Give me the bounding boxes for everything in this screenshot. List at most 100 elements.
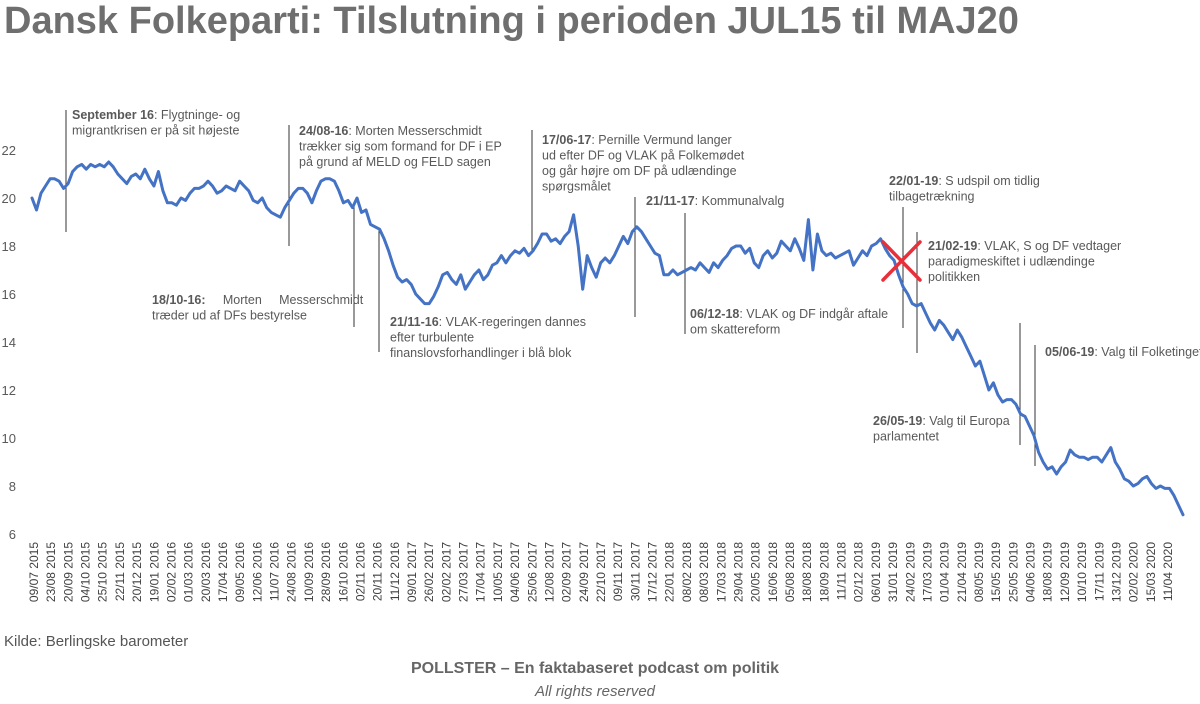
annotation: 24/08-16: Morten Messerschmidt trækker si…	[299, 124, 502, 169]
x-tick-label: 30/11 2017	[628, 542, 642, 601]
x-tick-label: 17/04 2017	[474, 542, 488, 602]
annotation: 05/06-19: Valg til Folketinget	[1045, 345, 1200, 359]
footer-rights: All rights reserved	[534, 683, 656, 700]
annotation-date: September 16	[72, 108, 154, 122]
annotation: September 16: Flygtninge- og migrantkrise…	[72, 108, 240, 138]
x-tick-label: 11/07 2016	[268, 542, 282, 601]
footer-podcast: POLLSTER – En faktabaseret podcast om po…	[410, 660, 780, 677]
x-tick-label: 26/02 2017	[422, 542, 436, 602]
y-tick-label: 20	[2, 191, 16, 206]
x-axis: 09/07 2015 23/08 2015 20/09 2015 04/10 2015…	[27, 542, 1175, 602]
annotation-text: : VLAK-regeringen dannes	[439, 315, 586, 329]
annotation-text: : VLAK, S og DF vedtager	[977, 239, 1121, 253]
x-tick-label: 13/12 2019	[1109, 542, 1123, 602]
x-tick-label: 08/03 2018	[697, 542, 711, 602]
chart-title: Dansk Folkeparti: Tilslutning i perioden…	[4, 0, 1019, 42]
x-tick-label: 02/09 2017	[560, 542, 574, 602]
x-tick-label: 02/11 2016	[353, 542, 367, 601]
x-tick-label: 28/09 2016	[319, 542, 333, 602]
annotation-date: 21/02-19	[928, 239, 977, 253]
x-tick-label: 22/11 2015	[113, 542, 127, 601]
annotation: 26/05-19: Valg til Europa parlamentet	[873, 414, 1010, 444]
x-tick-label: 04/06 2017	[508, 542, 522, 602]
x-tick-label: 21/04 2019	[955, 542, 969, 602]
x-tick-label: 16/06 2018	[766, 542, 780, 602]
x-tick-label: 18/08 2018	[800, 542, 814, 602]
annotation-text: parlamentet	[873, 430, 940, 444]
annotation: 06/12-18: VLAK og DF indgår aftale om ska…	[690, 307, 888, 337]
annotation: 17/06-17: Pernille Vermund langer ud efte…	[542, 133, 745, 194]
x-tick-label: 15/05 2019	[989, 542, 1003, 602]
cross-stroke	[881, 240, 922, 282]
x-tick-label: 20/11 2016	[371, 542, 385, 601]
x-tick-label: 12/08 2017	[542, 542, 556, 602]
annotation-text: efter turbulente	[390, 331, 474, 345]
annotation: 21/02-19: VLAK, S og DF vedtager paradigm…	[928, 239, 1121, 284]
y-axis: 6 8 10 12 14 16 18 20 22	[2, 143, 16, 542]
y-tick-label: 14	[2, 335, 16, 350]
x-tick-label: 02/12 2018	[852, 542, 866, 602]
y-tick-label: 16	[2, 287, 16, 302]
annotation-date: 24/08-16	[299, 124, 348, 138]
annotation-date: 22/01-19	[889, 174, 938, 188]
event-markers	[65, 110, 1036, 466]
x-tick-label: 29/04 2018	[731, 542, 745, 602]
x-tick-label: 31/01 2019	[886, 542, 900, 602]
x-tick-label: 18/09 2018	[817, 542, 831, 602]
y-tick-label: 8	[9, 479, 16, 494]
annotation-text: trækker sig som formand for DF i EP	[299, 140, 502, 154]
cross-mark	[881, 240, 922, 282]
x-tick-label: 11/04 2020	[1161, 542, 1175, 601]
annotation-text: : VLAK og DF indgår aftale	[739, 307, 888, 321]
x-tick-label: 09/11 2017	[611, 542, 625, 601]
annotation-date: 21/11-17	[646, 194, 695, 208]
annotation-text: : Pernille Vermund langer	[591, 133, 731, 147]
annotation-date: 21/11-16	[390, 315, 439, 329]
x-tick-label: 10/10 2019	[1075, 542, 1089, 602]
x-tick-label: 24/08 2016	[285, 542, 299, 602]
y-tick-label: 22	[2, 143, 16, 158]
x-tick-label: 10/09 2016	[302, 542, 316, 602]
x-tick-label: 17/03 2019	[920, 542, 934, 602]
x-tick-label: 02/02 2017	[439, 542, 453, 602]
x-tick-label: 06/01 2019	[869, 542, 883, 602]
x-tick-label: 18/08 2019	[1041, 542, 1055, 602]
x-tick-label: 08/05 2019	[972, 542, 986, 602]
annotation-text: : Valg til Europa	[922, 414, 1009, 428]
annotation-text: spørgsmålet	[542, 180, 611, 194]
x-tick-label: 20/05 2018	[749, 542, 763, 602]
annotation-text: : Flygtninge- og	[154, 108, 240, 122]
x-tick-label: 19/01 2016	[147, 542, 161, 602]
x-tick-label: 25/10 2015	[96, 542, 110, 602]
annotation-text: migrantkrisen er på sit højeste	[72, 124, 239, 138]
x-tick-label: 23/08 2015	[44, 542, 58, 602]
annotation-date: 18/10-16:	[152, 293, 206, 307]
x-tick-label: 27/03 2017	[457, 542, 471, 602]
x-tick-label: 08/02 2018	[680, 542, 694, 602]
x-tick-label: 04/10 2015	[79, 542, 93, 602]
x-tick-label: 17/11 2019	[1092, 542, 1106, 601]
annotation-text: træder ud af DFs bestyrelse	[152, 309, 307, 323]
annotation-text: politikken	[928, 270, 980, 284]
annotation-text: om skattereform	[690, 323, 780, 337]
annotation-date: 26/05-19	[873, 414, 922, 428]
x-tick-label: 24/02 2019	[903, 542, 917, 602]
x-tick-label: 17/12 2017	[646, 542, 660, 602]
x-tick-label: 20/12 2015	[130, 542, 144, 602]
annotation-text: Morten Messerschmidt	[206, 293, 364, 307]
source-note: Kilde: Berlingske barometer	[4, 633, 189, 650]
x-tick-label: 12/06 2016	[250, 542, 264, 602]
x-tick-label: 09/07 2015	[27, 542, 41, 602]
y-tick-label: 6	[9, 527, 16, 542]
x-tick-label: 09/01 2017	[405, 542, 419, 602]
x-tick-label: 22/01 2018	[663, 542, 677, 602]
x-tick-label: 11/12 2016	[388, 542, 402, 601]
x-tick-label: 16/10 2016	[336, 542, 350, 602]
annotation: 22/01-19: S udspil om tidlig tilbagetrækn…	[889, 174, 1040, 204]
annotation-text: : Valg til Folketinget	[1094, 345, 1200, 359]
x-tick-label: 02/02 2020	[1127, 542, 1141, 602]
x-tick-label: 12/09 2019	[1058, 542, 1072, 602]
x-tick-label: 17/04 2016	[216, 542, 230, 602]
annotation-text: og går højre om DF på udlændinge	[542, 164, 737, 178]
